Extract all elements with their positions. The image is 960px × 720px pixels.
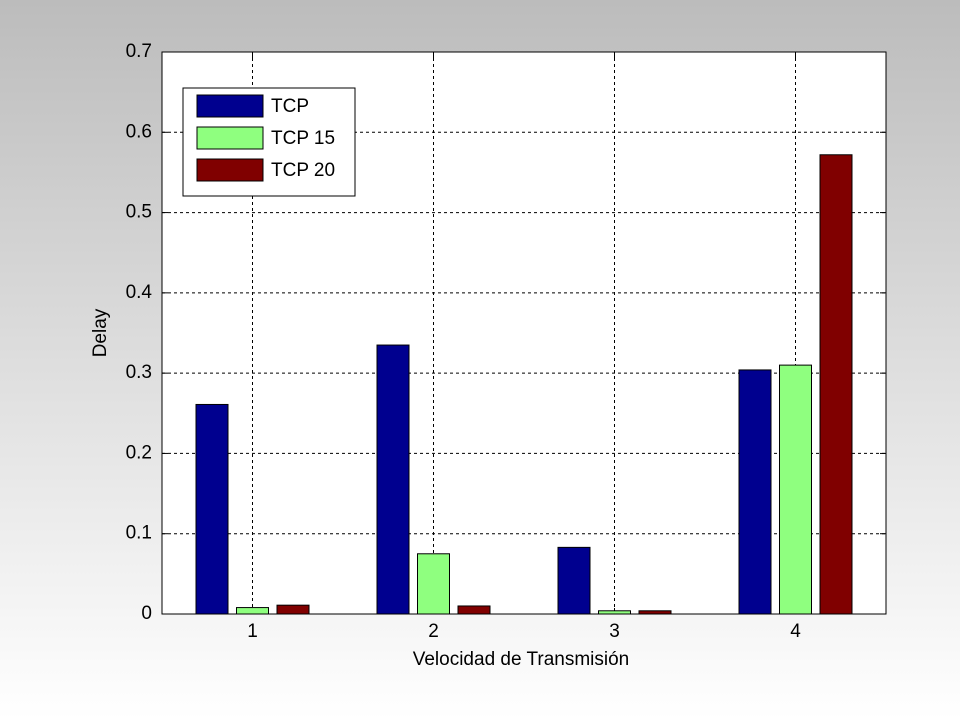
bar bbox=[557, 546, 591, 615]
bar bbox=[779, 364, 812, 615]
x-axis-label: Velocidad de Transmisión bbox=[413, 649, 630, 670]
legend-label: TCP bbox=[271, 96, 309, 117]
bar bbox=[417, 553, 450, 615]
x-tick-label: 2 bbox=[428, 621, 439, 642]
legend-swatch bbox=[196, 94, 264, 118]
y-tick-label: 0.1 bbox=[126, 523, 152, 544]
y-axis-label: Delay bbox=[90, 308, 111, 357]
x-tick-label: 4 bbox=[790, 621, 801, 642]
y-tick-label: 0 bbox=[141, 603, 152, 624]
bar bbox=[376, 344, 410, 615]
bar bbox=[738, 369, 772, 615]
y-tick-label: 0.5 bbox=[126, 202, 152, 223]
legend-swatch bbox=[196, 158, 264, 182]
bar bbox=[457, 605, 491, 615]
y-tick-label: 0.4 bbox=[126, 282, 153, 303]
plot-frame bbox=[161, 51, 887, 615]
y-tick-label: 0.3 bbox=[126, 362, 152, 383]
y-tick-label: 0.6 bbox=[126, 121, 152, 142]
bar bbox=[195, 403, 229, 615]
bar bbox=[276, 604, 310, 615]
legend-label: TCP 20 bbox=[271, 160, 335, 181]
bar bbox=[819, 154, 853, 615]
bar bbox=[236, 607, 269, 615]
x-tick-label: 3 bbox=[609, 621, 620, 642]
x-tick-label: 1 bbox=[247, 621, 258, 642]
legend-label: TCP 15 bbox=[271, 128, 335, 149]
legend-swatch bbox=[196, 126, 264, 150]
y-tick-label: 0.2 bbox=[126, 442, 152, 463]
y-tick-label: 0.7 bbox=[126, 41, 152, 62]
